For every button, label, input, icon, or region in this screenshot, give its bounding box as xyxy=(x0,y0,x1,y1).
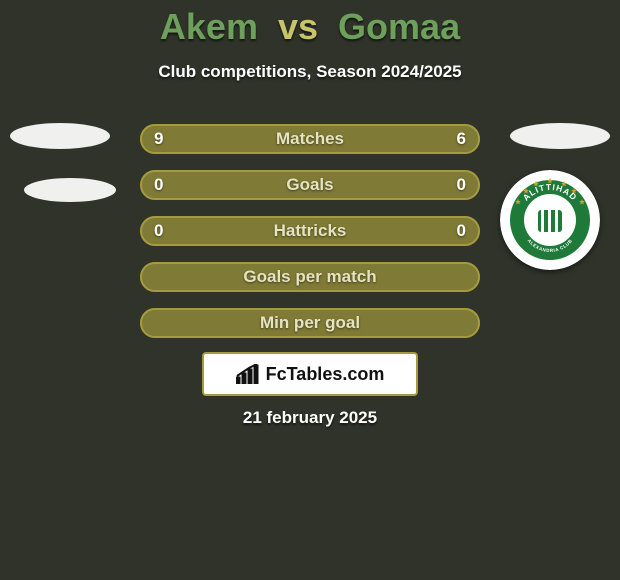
left-player-placeholder xyxy=(10,123,110,149)
page-title: Akem vs Gomaa xyxy=(0,6,620,48)
stat-label: Hattricks xyxy=(140,216,480,246)
stat-value-right: 0 xyxy=(457,170,466,200)
left-club-placeholder xyxy=(24,178,116,202)
stat-label: Goals per match xyxy=(140,262,480,292)
stat-value-right: 6 xyxy=(457,124,466,154)
stat-row: Goals per match xyxy=(140,262,480,292)
brand-box: FcTables.com xyxy=(202,352,418,396)
title-player1: Akem xyxy=(160,6,258,47)
stat-row: Hattricks0 0 xyxy=(140,216,480,246)
stat-row: Goals0 0 xyxy=(140,170,480,200)
stat-label: Matches xyxy=(140,124,480,154)
stat-bars: Matches96Goals00Hattricks00Goals per mat… xyxy=(140,124,480,354)
stat-row: Matches9 6 xyxy=(140,124,480,154)
stat-row: Min per goal xyxy=(140,308,480,338)
title-player2: Gomaa xyxy=(338,6,460,47)
footer-date: 21 february 2025 xyxy=(0,408,620,428)
stat-value-left: 0 xyxy=(154,216,163,246)
comparison-infographic: Akem vs Gomaa Club competitions, Season … xyxy=(0,0,620,580)
stat-value-left: 0 xyxy=(154,170,163,200)
stat-label: Goals xyxy=(140,170,480,200)
right-club-crest: ALITTIHAD ALEXANDRIA CLUB xyxy=(500,170,600,270)
subtitle: Club competitions, Season 2024/2025 xyxy=(0,62,620,82)
brand-bars-icon xyxy=(236,364,260,384)
brand-text: FcTables.com xyxy=(266,364,385,385)
right-player-placeholder xyxy=(510,123,610,149)
crest-center-icon xyxy=(538,210,562,232)
stat-label: Min per goal xyxy=(140,308,480,338)
title-vs: vs xyxy=(278,6,318,47)
stat-value-right: 0 xyxy=(457,216,466,246)
stat-value-left: 9 xyxy=(154,124,163,154)
